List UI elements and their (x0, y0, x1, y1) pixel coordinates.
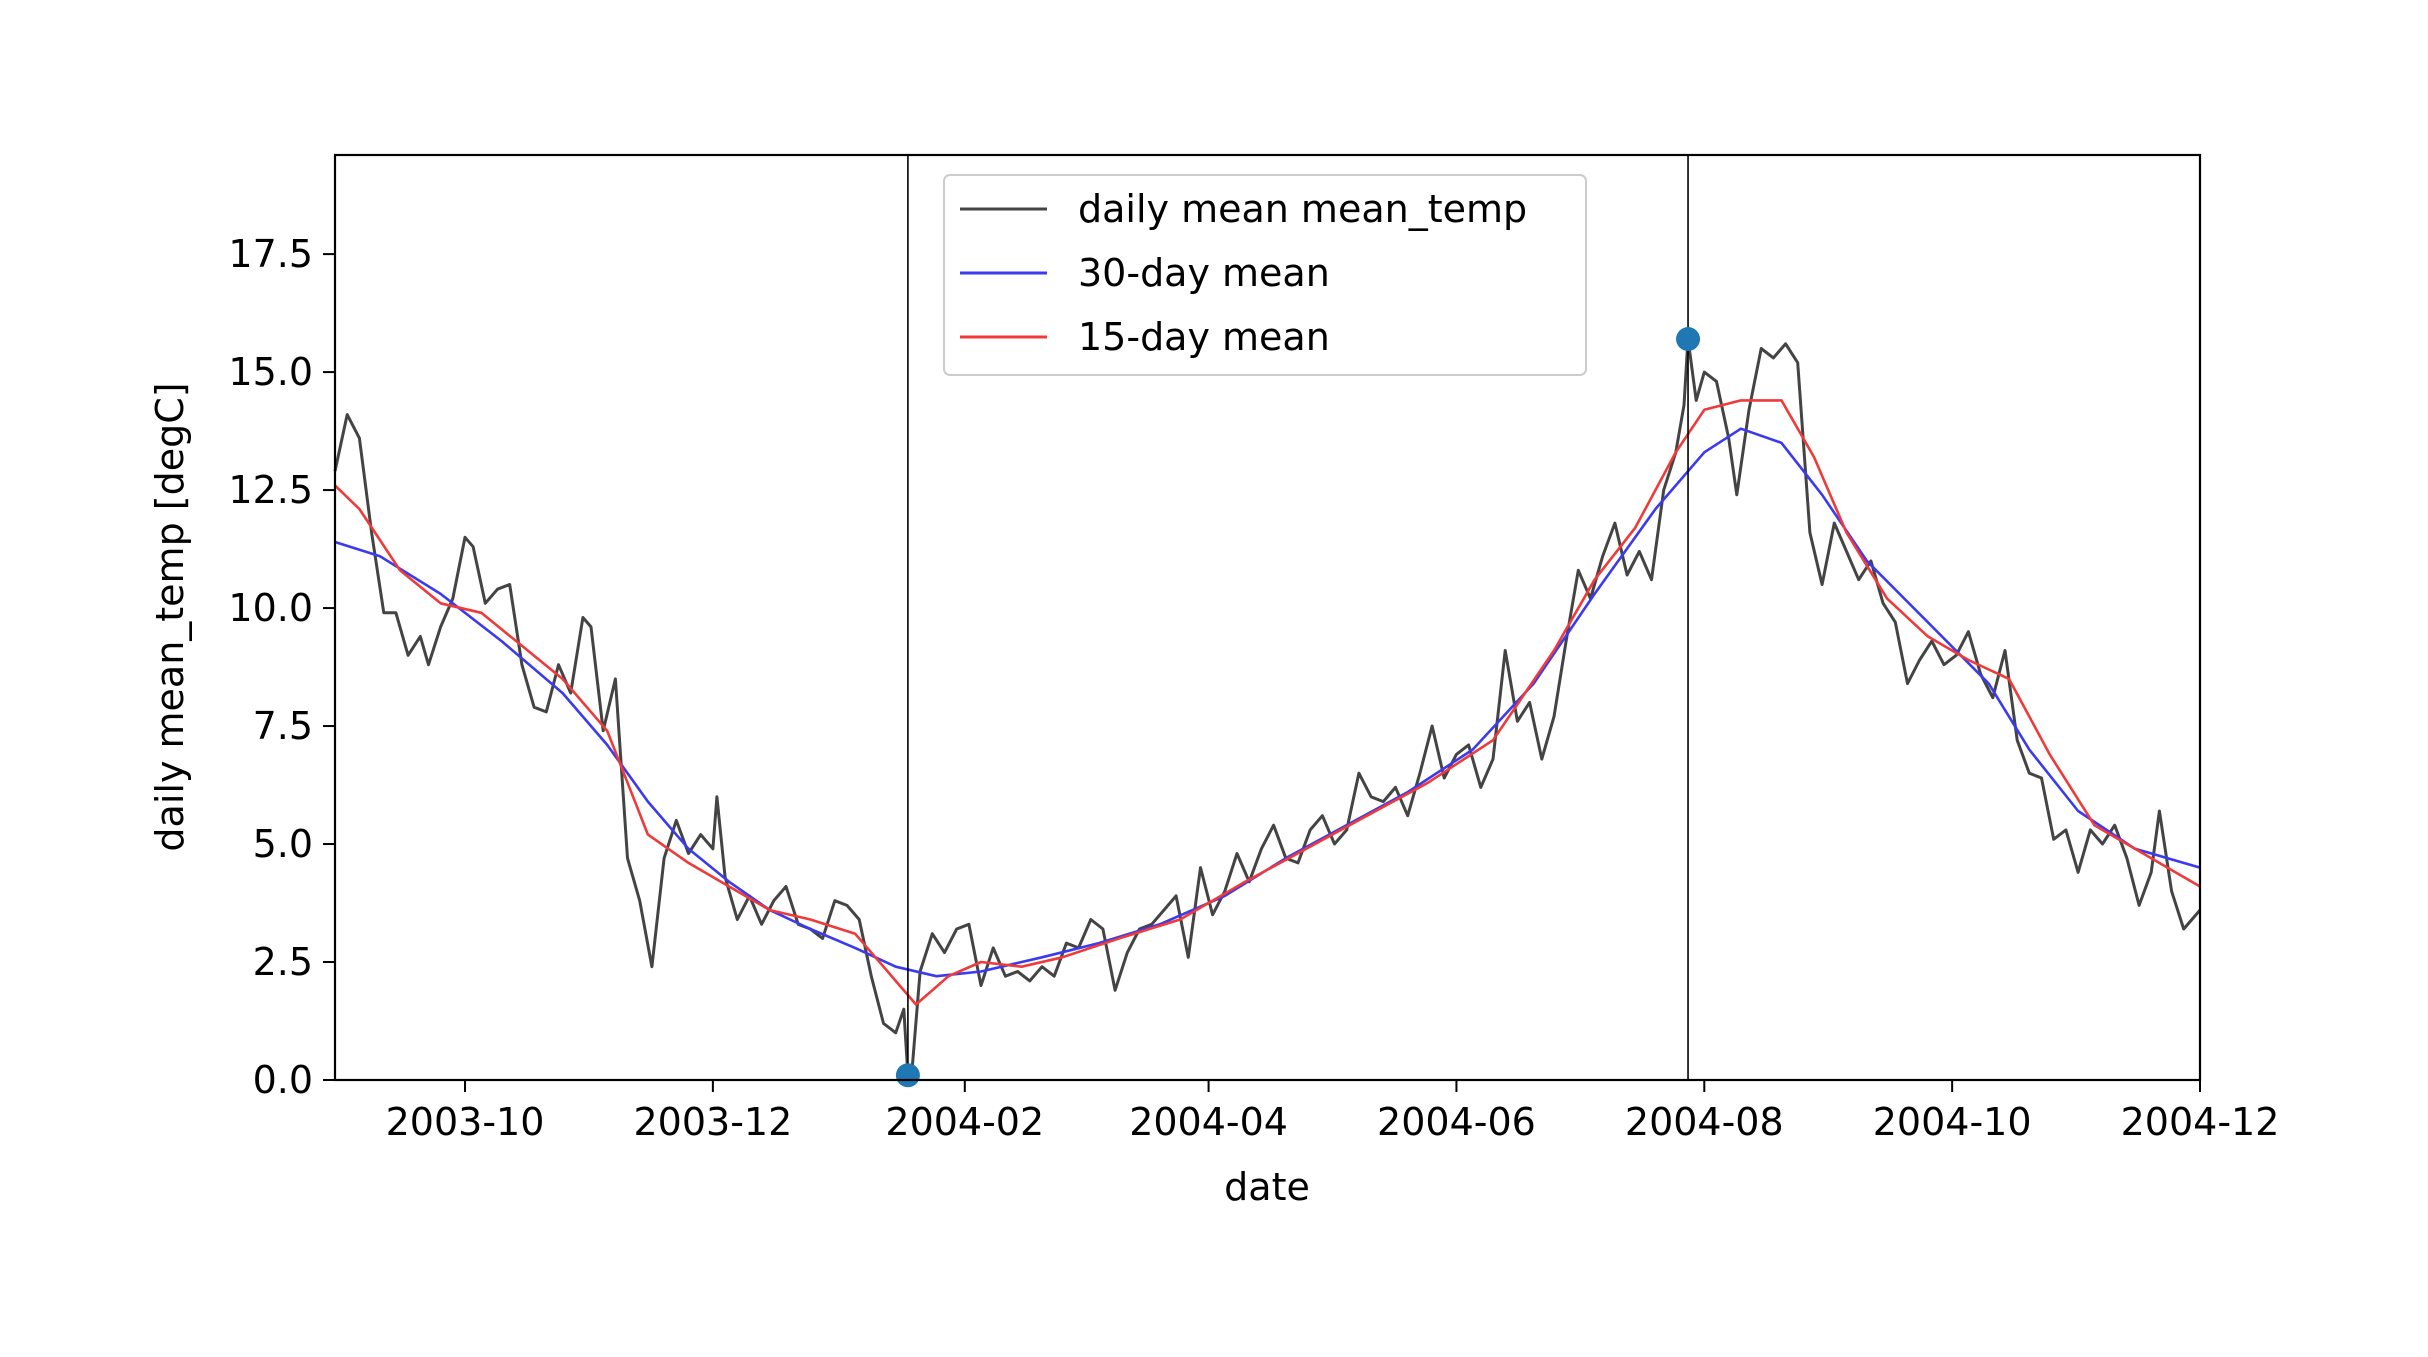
series-15-day-mean-line (334, 399, 2201, 1006)
plot-frame (333, 153, 2202, 1082)
legend-label-daily: daily mean mean_temp (1078, 187, 1527, 231)
plot-layer (333, 155, 2202, 1088)
y-tick-label: 17.5 (228, 232, 313, 276)
y-axis-label: daily mean_temp [degC] (148, 382, 192, 851)
x-axis: 2003-10 2003-12 2004-02 2004-04 2004-06 2004-… (386, 1080, 2280, 1144)
x-tick-label: 2004-12 (2121, 1100, 2280, 1144)
x-axis-label: date (1224, 1165, 1310, 1209)
y-tick-label: 0.0 (253, 1058, 313, 1102)
series-daily-mean-line (333, 337, 2202, 1077)
y-tick-label: 12.5 (228, 468, 313, 512)
x-tick-label: 2004-10 (1873, 1100, 2032, 1144)
legend: daily mean mean_temp 30-day mean 15-day … (943, 174, 1587, 376)
legend-box (943, 174, 1587, 376)
series-30-day-mean-line (334, 427, 2201, 978)
x-tick-label: 2004-04 (1129, 1100, 1288, 1144)
y-tick-label: 15.0 (228, 350, 313, 394)
y-axis: 0.0 2.5 5.0 7.5 10.0 12.5 15.0 17.5 (228, 232, 335, 1102)
extremum-marker-2 (1676, 327, 1701, 352)
y-tick-label: 7.5 (253, 704, 313, 748)
y-tick-label: 5.0 (253, 822, 313, 866)
legend-label-15-day: 15-day mean (1078, 315, 1330, 359)
y-tick-label: 10.0 (228, 586, 313, 630)
y-tick-label: 2.5 (253, 940, 313, 984)
x-tick-label: 2004-02 (885, 1100, 1044, 1144)
x-tick-label: 2004-08 (1625, 1100, 1784, 1144)
extremum-marker-1 (895, 1063, 920, 1088)
x-tick-label: 2003-10 (386, 1100, 545, 1144)
x-tick-label: 2003-12 (633, 1100, 792, 1144)
x-tick-label: 2004-06 (1377, 1100, 1536, 1144)
legend-label-30-day: 30-day mean (1078, 251, 1330, 295)
